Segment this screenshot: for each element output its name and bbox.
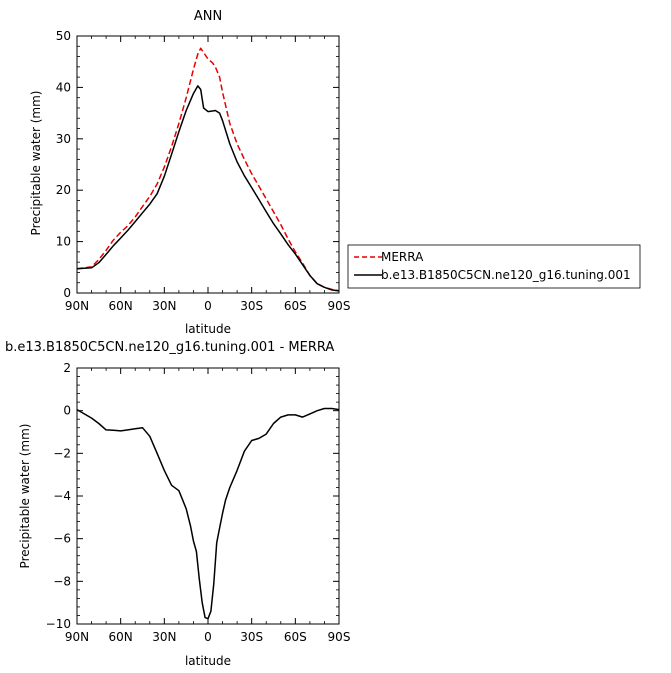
top-x-tick-label: 30S (240, 299, 263, 313)
top-panel: ANN Precipitable water (mm) latitude 90N… (29, 9, 350, 336)
bottom-y-tick-label: 2 (63, 361, 71, 375)
bottom-y-tick-label: −4 (53, 489, 71, 503)
top-x-tick-label: 30N (152, 299, 176, 313)
bottom-axis-ticks: 90N 60N 30N 0 30S 60S 90S −10 −8 −6 −4 −2 0 2 (46, 361, 351, 644)
legend-label-model: b.e13.B1850C5CN.ne120_g16.tuning.001 (381, 268, 631, 282)
bottom-x-tick-label: 90S (328, 630, 351, 644)
legend-label-merra: MERRA (381, 250, 424, 264)
top-series-line-1 (76, 85, 340, 292)
legend-box (347, 244, 641, 289)
bottom-x-tick-label: 30S (240, 630, 263, 644)
top-chart-title: ANN (194, 9, 222, 24)
bottom-x-tick-label: 60S (284, 630, 307, 644)
bottom-y-tick-label: −6 (53, 532, 71, 546)
bottom-y-tick-label: −10 (46, 617, 71, 631)
top-y-tick-label: 20 (56, 183, 71, 197)
top-series-lines (76, 47, 340, 292)
bottom-x-tick-label: 0 (204, 630, 212, 644)
bottom-panel: b.e13.B1850C5CN.ne120_g16.tuning.001 - M… (5, 340, 350, 668)
top-y-tick-label: 0 (63, 286, 71, 300)
bottom-chart-title: b.e13.B1850C5CN.ne120_g16.tuning.001 - M… (5, 340, 334, 355)
top-series-line-0 (76, 47, 340, 292)
bottom-y-tick-label: −8 (53, 574, 71, 588)
top-y-tick-label: 40 (56, 80, 71, 94)
top-x-tick-label: 0 (204, 299, 212, 313)
top-x-tick-label: 60N (109, 299, 133, 313)
top-x-tick-label: 90N (65, 299, 89, 313)
bottom-series-lines (76, 407, 340, 620)
top-x-axis-label: latitude (185, 322, 231, 336)
bottom-y-axis-label: Precipitable water (mm) (18, 424, 32, 569)
top-x-tick-label: 60S (284, 299, 307, 313)
bottom-x-tick-label: 60N (109, 630, 133, 644)
bottom-x-tick-label: 30N (152, 630, 176, 644)
bottom-series-line-0 (76, 407, 340, 620)
top-y-axis-label: Precipitable water (mm) (29, 91, 43, 236)
top-plot-frame (76, 35, 340, 294)
bottom-x-tick-label: 90N (65, 630, 89, 644)
top-y-tick-label: 50 (56, 29, 71, 43)
bottom-y-tick-label: −2 (53, 446, 71, 460)
bottom-x-axis-label: latitude (185, 654, 231, 668)
bottom-y-tick-label: 0 (63, 404, 71, 418)
legend: MERRA b.e13.B1850C5CN.ne120_g16.tuning.0… (347, 244, 641, 289)
top-y-tick-label: 30 (56, 132, 71, 146)
top-axis-ticks: 90N 60N 30N 0 30S 60S 90S 0 10 20 30 40 50 (56, 29, 351, 313)
top-y-tick-label: 10 (56, 235, 71, 249)
top-x-tick-label: 90S (328, 299, 351, 313)
bottom-plot-frame (76, 367, 340, 625)
